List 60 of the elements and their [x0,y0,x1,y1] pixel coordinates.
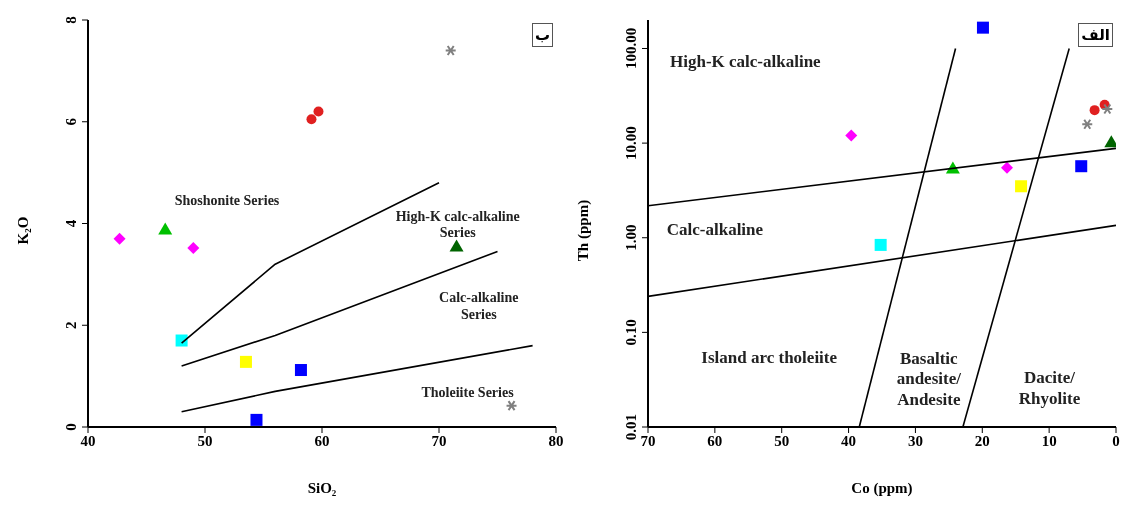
point [113,232,126,245]
point [1075,160,1088,173]
point [1104,135,1116,148]
point [250,413,263,426]
x-tick-label: 10 [1041,432,1057,449]
x-tick-label: 40 [80,432,96,449]
y-tick-label: 10.00 [623,126,639,160]
x-axis-title: SiO₂ [307,480,337,496]
point [505,400,518,412]
point [306,114,317,125]
x-tick-label: 50 [774,432,790,449]
x-tick-label: 20 [974,432,990,449]
point [1081,118,1094,130]
x-tick-label: 80 [548,432,564,449]
x-tick-label: 0 [1112,432,1120,449]
point [874,238,887,251]
y-tick-label: 0 [63,423,79,431]
y-axis-title: Th (ppm) [575,199,593,261]
point [845,129,858,142]
x-tick-label: 40 [841,432,857,449]
point [1101,103,1114,115]
annotation: الف [1078,23,1113,47]
point [976,21,989,34]
point [187,241,200,254]
x-axis-title: Co (ppm) [851,480,913,497]
y-tick-label: 2 [63,321,79,329]
y-tick-label: 100.00 [623,27,639,70]
annotation: ب [531,23,553,47]
annotation: High-K calc-alkaline Series [395,208,520,243]
x-tick-label: 70 [431,432,447,449]
y-tick-label: 8 [63,16,79,24]
annotation: Basaltic andesite/ Andesite [896,349,961,411]
annotation: Island arc tholeiite [701,348,838,369]
y-tick-label: 0.01 [623,413,639,441]
y-tick-label: 6 [63,117,79,126]
point [1001,161,1014,174]
x-tick-label: 30 [907,432,923,449]
annotation: Shoshonite Series [174,192,280,210]
point [1015,180,1028,193]
x-tick-label: 50 [197,432,213,449]
point [294,364,307,377]
point [158,222,173,235]
point [313,106,324,117]
annotation: Calc-alkaline Series [439,290,519,325]
point [1089,105,1100,116]
point [239,355,252,368]
x-tick-label: 60 [707,432,723,449]
y-tick-label: 1.00 [623,224,639,251]
annotation: Dacite/ Rhyolite [1018,367,1081,409]
point [175,334,188,347]
y-tick-label: 0.10 [623,319,639,346]
y-tick-label: 4 [63,219,79,228]
x-tick-label: 60 [314,432,330,449]
point [449,239,464,252]
x-tick-label: 70 [640,432,656,449]
point [444,45,457,57]
annotation: Tholeiite Series [421,384,514,402]
annotation: High-K calc-alkaline [670,51,821,72]
y-axis-title: K₂O [15,216,33,244]
annotation: Calc-alkaline [666,219,764,241]
